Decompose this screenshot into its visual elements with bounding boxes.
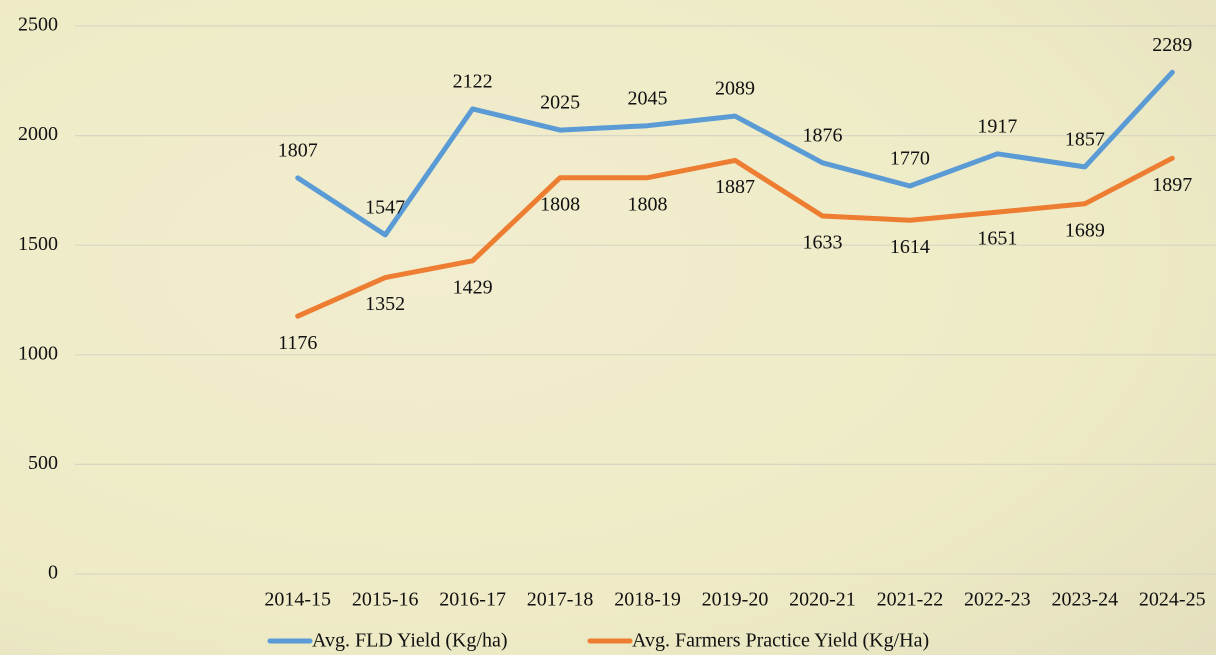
data-label: 1808 (628, 193, 668, 215)
x-tick-label: 2014-15 (264, 589, 331, 611)
y-tick-label: 2500 (18, 14, 58, 36)
y-tick-label: 2000 (18, 123, 58, 145)
data-label: 1887 (715, 176, 755, 198)
data-label: 1176 (278, 332, 317, 354)
x-tick-label: 2016-17 (439, 589, 506, 611)
y-tick-label: 1000 (18, 342, 58, 364)
chart: 0 500 1000 1500 2000 2500 2014-15 2015-16 2016-1… (0, 0, 1216, 655)
legend-label: Avg. Farmers Practice Yield (Kg/Ha) (632, 630, 929, 652)
data-label: 1352 (365, 293, 405, 315)
data-label: 2089 (715, 78, 755, 100)
data-label: 1857 (1065, 129, 1105, 151)
x-tick-label: 2015-16 (352, 589, 419, 611)
data-label: 2122 (453, 70, 493, 92)
data-label: 2045 (628, 87, 668, 109)
legend-label: Avg. FLD Yield (Kg/ha) (312, 630, 508, 652)
background (0, 0, 1216, 655)
data-label: 1614 (890, 236, 930, 258)
data-label: 1429 (453, 276, 493, 298)
page: {"chart_data": {"type": "line", "categor… (0, 0, 1216, 655)
data-label: 1547 (365, 196, 405, 218)
x-tick-label: 2017-18 (527, 589, 594, 611)
x-tick-label: 2020-21 (789, 589, 856, 611)
data-label: 2025 (540, 92, 580, 114)
data-label: 1651 (977, 228, 1017, 250)
data-label: 1689 (1065, 219, 1105, 241)
data-label: 1808 (540, 193, 580, 215)
x-tick-label: 2023-24 (1051, 589, 1118, 611)
y-tick-label: 0 (48, 562, 58, 584)
y-tick-label: 500 (28, 452, 58, 474)
data-label: 1876 (802, 124, 842, 146)
data-label: 1897 (1152, 174, 1192, 196)
x-tick-label: 2024-25 (1139, 589, 1206, 611)
x-tick-label: 2022-23 (964, 589, 1031, 611)
x-tick-label: 2019-20 (702, 589, 769, 611)
x-tick-label: 2021-22 (877, 589, 944, 611)
data-label: 2289 (1152, 34, 1192, 56)
x-tick-label: 2018-19 (614, 589, 681, 611)
y-tick-label: 1500 (18, 233, 58, 255)
data-label: 1917 (977, 115, 1017, 137)
data-label: 1633 (802, 232, 842, 254)
data-label: 1807 (278, 139, 318, 161)
data-label: 1770 (890, 148, 930, 170)
